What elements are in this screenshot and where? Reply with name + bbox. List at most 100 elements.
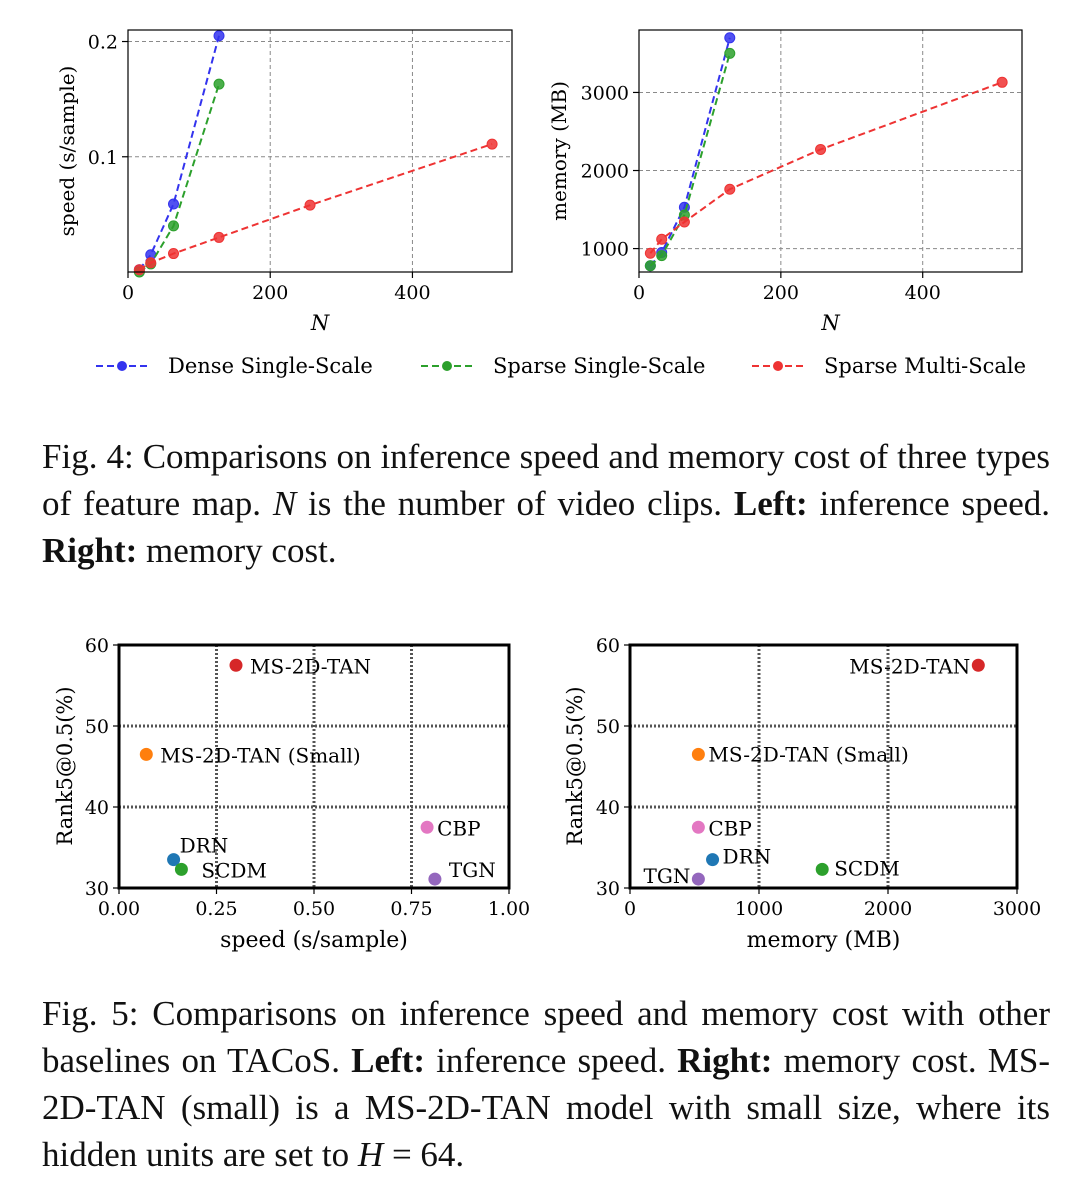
fig5-speed-xtick-label: 0.00 xyxy=(98,898,140,920)
fig5-speed-point-ms-2d-tan xyxy=(229,658,243,672)
fig4-speed-ytick-label: 0.2 xyxy=(88,32,118,54)
fig4-memory-frame xyxy=(638,29,1023,273)
fig5-memory-xtick-label: 2000 xyxy=(864,898,912,920)
fig5-caption-eq-var: H xyxy=(357,1135,384,1174)
fig5-speed-point-label-cbp: CBP xyxy=(437,816,480,840)
fig5-speed-point-label-scdm: SCDM xyxy=(201,858,267,882)
fig5-speed-chart: 0.00 0.25 0.50 0.75 1.00 30 40 50 60 speed (s/sam… xyxy=(53,635,530,953)
fig4-speed-xtick-label: 0 xyxy=(122,282,134,304)
fig5-speed-point-drn xyxy=(167,853,181,867)
legend-label-dense-single-scale: Dense Single-Scale xyxy=(168,354,373,378)
fig5-memory-point-label-scdm: SCDM xyxy=(834,856,900,880)
fig5-memory-point-tgn xyxy=(691,872,705,886)
fig5-memory-xtick-label: 1000 xyxy=(735,898,783,920)
fig4-memory-xtick-label: 0 xyxy=(633,282,645,304)
fig5-speed-xtick-label: 0.75 xyxy=(390,898,432,920)
fig4-speed-point-sparse-multi-scale xyxy=(213,231,225,243)
fig5-memory-point-label-drn: DRN xyxy=(723,845,772,869)
fig4-memory-point-sparse-multi-scale xyxy=(656,233,668,245)
fig4-speed-point-sparse-multi-scale xyxy=(304,199,316,211)
fig4-speed-point-sparse-multi-scale xyxy=(145,257,157,269)
fig4-caption-left-label: Left: xyxy=(733,484,808,523)
fig5-speed-ytick-label: 50 xyxy=(85,716,109,738)
fig4-memory-ytick-label: 3000 xyxy=(581,82,629,104)
fig5-speed-xtick-label: 0.25 xyxy=(195,898,237,920)
fig5-memory-chart: 0 1000 2000 3000 30 40 50 60 memory (MB) Rank5@0.… xyxy=(563,635,1041,953)
fig5-memory-ytick-label: 50 xyxy=(596,716,620,738)
fig4-speed-point-sparse-single-scale xyxy=(213,78,225,90)
fig4-memory-xlabel: N xyxy=(820,311,840,335)
fig5-memory-point-drn xyxy=(706,853,720,867)
fig5-caption: Fig. 5: Comparisons on inference speed a… xyxy=(42,990,1050,1178)
legend-label-sparse-single-scale: Sparse Single-Scale xyxy=(493,354,705,378)
fig5-memory-point-label-cbp: CBP xyxy=(708,816,751,840)
fig5-speed-ytick-label: 60 xyxy=(85,635,109,657)
fig4-legend: Dense Single-Scale Sparse Single-Scale Spa… xyxy=(96,354,1026,378)
fig4-memory-series-sparse-multi-scale xyxy=(649,81,1003,254)
fig4-memory-point-sparse-single-scale xyxy=(724,47,736,59)
fig5-speed-point-label-tgn: TGN xyxy=(449,858,496,882)
fig5-caption-eq-rest: = 64. xyxy=(383,1135,465,1174)
fig4-memory-point-dense-single-scale xyxy=(724,32,736,44)
fig4-caption-text2: is the number of video clips. xyxy=(296,484,734,523)
fig4-speed-xlabel: N xyxy=(310,311,330,335)
fig4-caption-text: Fig. 4: Comparisons on inference speed a… xyxy=(42,437,1050,523)
fig4-speed-series-dense-single-scale xyxy=(138,35,220,271)
fig5-speed-ytick-label: 40 xyxy=(85,797,109,819)
legend-marker-sparse-single-scale xyxy=(442,361,452,371)
fig4-speed-series-sparse-single-scale xyxy=(138,83,220,273)
fig5-speed-point-label-drn: DRN xyxy=(180,834,229,858)
fig4-speed-xtick-label: 200 xyxy=(252,282,288,304)
fig4-caption: Fig. 4: Comparisons on inference speed a… xyxy=(42,433,1050,574)
fig4-speed-ylabel: speed (s/sample) xyxy=(55,66,79,237)
fig4-caption-var: N xyxy=(272,484,297,523)
fig4-memory-ytick-label: 1000 xyxy=(581,239,629,261)
fig4-memory-ytick-label: 2000 xyxy=(581,161,629,183)
fig4-speed-point-dense-single-scale xyxy=(213,30,225,42)
fig4-speed-point-sparse-single-scale xyxy=(168,220,180,232)
fig5-memory-point-label-ms-2d-tan: MS-2D-TAN xyxy=(849,654,970,678)
fig5-speed-xtick-label: 0.50 xyxy=(293,898,335,920)
fig4-memory-xtick-label: 400 xyxy=(905,282,941,304)
fig5-speed-xtick-label: 1.00 xyxy=(488,898,530,920)
fig5-speed-ylabel: Rank5@0.5(%) xyxy=(53,686,77,845)
fig4-memory-series-sparse-single-scale xyxy=(649,53,731,267)
fig5-speed-point-scdm xyxy=(174,862,188,876)
fig5-memory-point-label-tgn: TGN xyxy=(644,864,691,888)
fig5-caption-right-label: Right: xyxy=(677,1041,773,1080)
fig5-speed-point-tgn xyxy=(428,872,442,886)
fig5-memory-point-ms-2d-tan-small xyxy=(691,747,705,761)
fig4-memory-point-sparse-multi-scale xyxy=(644,247,656,259)
fig5-memory-xtick-label: 3000 xyxy=(993,898,1041,920)
fig5-speed-point-cbp xyxy=(420,820,434,834)
fig4-memory-point-sparse-multi-scale xyxy=(678,216,690,228)
fig4-memory-point-sparse-single-scale xyxy=(656,250,668,262)
legend-marker-dense-single-scale xyxy=(117,361,127,371)
fig4-memory-xtick-label: 200 xyxy=(763,282,799,304)
fig5-speed-xlabel: speed (s/sample) xyxy=(220,928,408,953)
fig4-memory-ylabel: memory (MB) xyxy=(547,81,571,221)
fig4-speed-point-sparse-multi-scale xyxy=(133,264,145,276)
fig4-speed-ytick-label: 0.1 xyxy=(88,147,118,169)
legend-label-sparse-multi-scale: Sparse Multi-Scale xyxy=(824,354,1026,378)
fig5-caption-right-text: memory cost. MS-2D-TAN (small) is a MS-2… xyxy=(42,1041,1050,1174)
fig5-speed-point-label-ms-2d-tan: MS-2D-TAN xyxy=(250,654,371,678)
fig4-memory-series-dense-single-scale xyxy=(649,37,731,267)
fig5-memory-ytick-label: 40 xyxy=(596,797,620,819)
fig5-memory-point-scdm xyxy=(815,862,829,876)
fig4-caption-right-label: Right: xyxy=(42,531,138,570)
fig5-speed-point-ms-2d-tan-small xyxy=(139,747,153,761)
fig5-speed-frame xyxy=(117,643,511,890)
fig4-memory-point-sparse-single-scale xyxy=(644,260,656,272)
fig5-memory-xtick-label: 0 xyxy=(624,898,636,920)
fig5-memory-point-cbp xyxy=(691,820,705,834)
fig4-caption-left-text: inference speed. xyxy=(807,484,1050,523)
fig5-speed-ytick-label: 30 xyxy=(85,878,109,900)
fig4-speed-point-dense-single-scale xyxy=(168,198,180,210)
fig5-memory-xlabel: memory (MB) xyxy=(747,928,901,953)
fig4-memory-point-sparse-multi-scale xyxy=(815,143,827,155)
fig5-memory-point-ms-2d-tan xyxy=(971,658,985,672)
fig4-speed-point-sparse-multi-scale xyxy=(168,248,180,260)
